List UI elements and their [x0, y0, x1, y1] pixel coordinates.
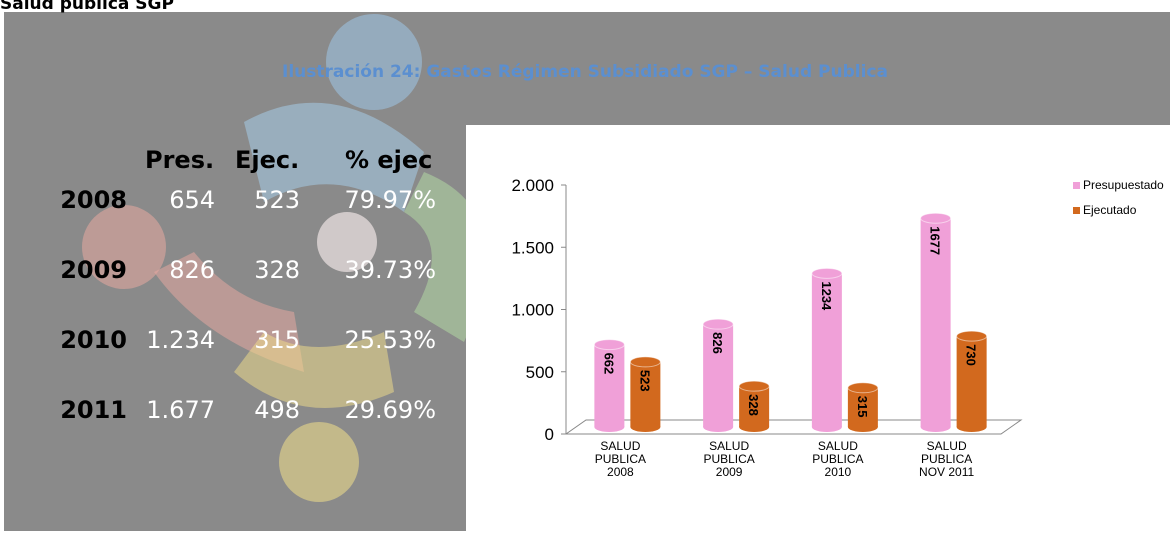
bar-top — [739, 381, 769, 391]
data-label: 523 — [637, 370, 652, 392]
y-tick-label: 1.500 — [511, 238, 554, 257]
bar-bottom — [957, 422, 987, 432]
x-tick-label: SALUD PUBLICA 2008 — [570, 440, 670, 479]
table-cell: 1.677 — [146, 396, 215, 424]
heading: Salud pública SGP — [0, 0, 174, 14]
table-cell: 523 — [254, 186, 300, 214]
column-header: Pres. — [145, 146, 214, 174]
row-year: 2011 — [60, 396, 127, 424]
bar-bottom — [703, 422, 733, 432]
x-tick-label: SALUD PUBLICA 2010 — [788, 440, 888, 479]
data-label: 315 — [855, 396, 870, 418]
bar-bottom — [921, 422, 951, 432]
data-label: 826 — [710, 332, 725, 354]
y-tick-label: 0 — [545, 425, 554, 444]
page: Salud pública SGP Ilustración 24: Gastos… — [0, 0, 1170, 531]
bar — [630, 357, 660, 432]
table-cell: 498 — [254, 396, 300, 424]
bar-bottom — [594, 422, 624, 432]
table-cell: 315 — [254, 326, 300, 354]
table-cell: 25.53% — [344, 326, 436, 354]
column-header: Ejec. — [235, 146, 299, 174]
table-cell: 39.73% — [344, 256, 436, 284]
caption: Ilustración 24: Gastos Régimen Subsidiad… — [0, 62, 1170, 82]
data-label: 1677 — [928, 226, 943, 255]
bar-top — [921, 213, 951, 223]
legend-label: Presupuestado — [1083, 178, 1164, 192]
legend-swatch — [1073, 182, 1080, 189]
legend-swatch — [1073, 207, 1080, 214]
data-label: 662 — [601, 353, 616, 375]
x-tick-label: SALUD PUBLICA 2009 — [679, 440, 779, 479]
row-year: 2008 — [60, 186, 127, 214]
bar-top — [703, 319, 733, 329]
table-cell: 328 — [254, 256, 300, 284]
bar-bottom — [812, 422, 842, 432]
y-tick-label: 1.000 — [511, 301, 554, 320]
bar-top — [594, 340, 624, 350]
bar-top — [957, 331, 987, 341]
bar-bottom — [630, 422, 660, 432]
table-cell: 29.69% — [344, 396, 436, 424]
y-tick-label: 500 — [526, 363, 554, 382]
bar-top — [630, 357, 660, 367]
bar-bottom — [848, 422, 878, 432]
chart-area: 0 500 1.000 1.500 2.000 662 523 826 328 1234 315 16… — [466, 125, 1170, 531]
data-label: 730 — [964, 344, 979, 366]
table-cell: 826 — [169, 256, 215, 284]
table-cell: 1.234 — [146, 326, 215, 354]
data-label: 328 — [746, 394, 761, 416]
bar-top — [812, 268, 842, 278]
table-cell: 79.97% — [344, 186, 436, 214]
legend-label: Ejecutado — [1083, 203, 1137, 217]
y-tick-label: 2.000 — [511, 176, 554, 195]
row-year: 2009 — [60, 256, 127, 284]
table-cell: 654 — [169, 186, 215, 214]
data-label: 1234 — [819, 281, 834, 311]
bar-top — [848, 383, 878, 393]
row-year: 2010 — [60, 326, 127, 354]
x-tick-label: SALUD PUBLICA NOV 2011 — [897, 440, 997, 479]
bar-bottom — [739, 422, 769, 432]
column-header: % ejec — [345, 146, 432, 174]
